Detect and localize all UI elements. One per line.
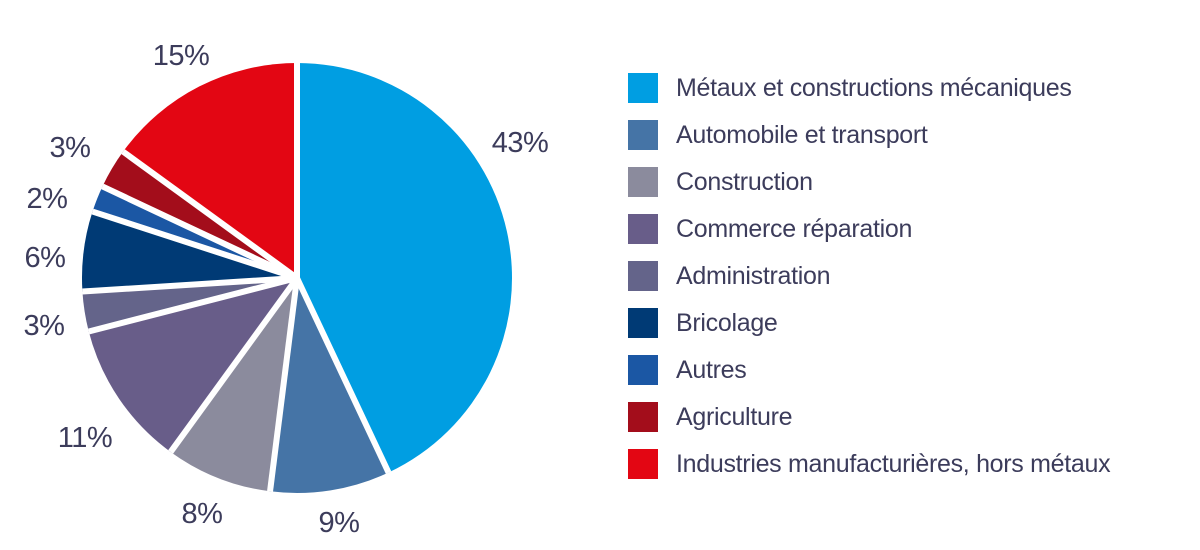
- chart-legend: Métaux et constructions mécaniques Automo…: [628, 73, 1111, 479]
- legend-swatch-icon: [628, 308, 658, 338]
- legend-label: Autres: [676, 356, 747, 384]
- legend-swatch-icon: [628, 402, 658, 432]
- slice-separator: [294, 276, 392, 474]
- pie-slice-commerce-reparation: [88, 278, 297, 452]
- slice-separator: [88, 275, 298, 335]
- slice-value-label-autres: 2%: [27, 183, 68, 215]
- legend-swatch-icon: [628, 261, 658, 291]
- legend-swatch-icon: [628, 120, 658, 150]
- slice-separator: [168, 276, 300, 454]
- slice-value-label-agriculture: 3%: [50, 132, 91, 164]
- slice-separator: [267, 277, 300, 492]
- legend-swatch-icon: [628, 73, 658, 103]
- legend-swatch-icon: [628, 214, 658, 244]
- legend-label: Commerce réparation: [676, 215, 913, 243]
- slice-value-label-automobile-et-transport: 9%: [319, 507, 360, 539]
- pie-slice-construction: [170, 278, 297, 492]
- legend-item-industries-manufacturieres-hors-metaux: Industries manufacturières, hors métaux: [628, 449, 1111, 479]
- legend-label: Agriculture: [676, 403, 793, 431]
- legend-swatch-icon: [628, 167, 658, 197]
- legend-label: Bricolage: [676, 309, 778, 337]
- pie-slice-metaux-et-constructions-mecaniques: [297, 63, 513, 473]
- pie-slice-bricolage: [81, 211, 297, 292]
- slice-value-label-commerce-reparation: 11%: [58, 422, 112, 454]
- slice-separator: [91, 208, 298, 281]
- legend-item-commerce-reparation: Commerce réparation: [628, 214, 1110, 244]
- legend-item-administration: Administration: [628, 261, 1110, 291]
- slice-value-label-metaux-et-constructions-mecaniques: 43%: [492, 127, 549, 159]
- legend-item-metaux-et-constructions-mecaniques: Métaux et constructions mécaniques: [628, 73, 1110, 103]
- legend-label: Industries manufacturières, hors métaux: [676, 450, 1111, 478]
- legend-item-agriculture: Agriculture: [628, 402, 1110, 432]
- pie-slice-industries-manufacturieres-hors-metaux: [123, 63, 297, 278]
- legend-item-automobile-et-transport: Automobile et transport: [628, 120, 1110, 150]
- legend-label: Automobile et transport: [676, 121, 928, 149]
- slice-separator: [82, 275, 298, 295]
- legend-item-construction: Construction: [628, 167, 1110, 197]
- legend-label: Construction: [676, 168, 813, 196]
- pie-slice-agriculture: [102, 151, 298, 278]
- slice-separator: [121, 149, 299, 281]
- slice-value-label-industries-manufacturieres-hors-metaux: 15%: [153, 40, 210, 72]
- legend-item-autres: Autres: [628, 355, 1110, 385]
- pie-slice-automobile-et-transport: [270, 278, 389, 493]
- legend-label: Métaux et constructions mécaniques: [676, 74, 1072, 102]
- slice-separator: [101, 183, 299, 281]
- slice-value-label-construction: 8%: [182, 498, 223, 530]
- legend-swatch-icon: [628, 449, 658, 479]
- legend-label: Administration: [676, 262, 831, 290]
- legend-swatch-icon: [628, 355, 658, 385]
- slice-value-label-bricolage: 6%: [25, 242, 66, 274]
- legend-item-bricolage: Bricolage: [628, 308, 1110, 338]
- slice-value-label-administration: 3%: [24, 310, 65, 342]
